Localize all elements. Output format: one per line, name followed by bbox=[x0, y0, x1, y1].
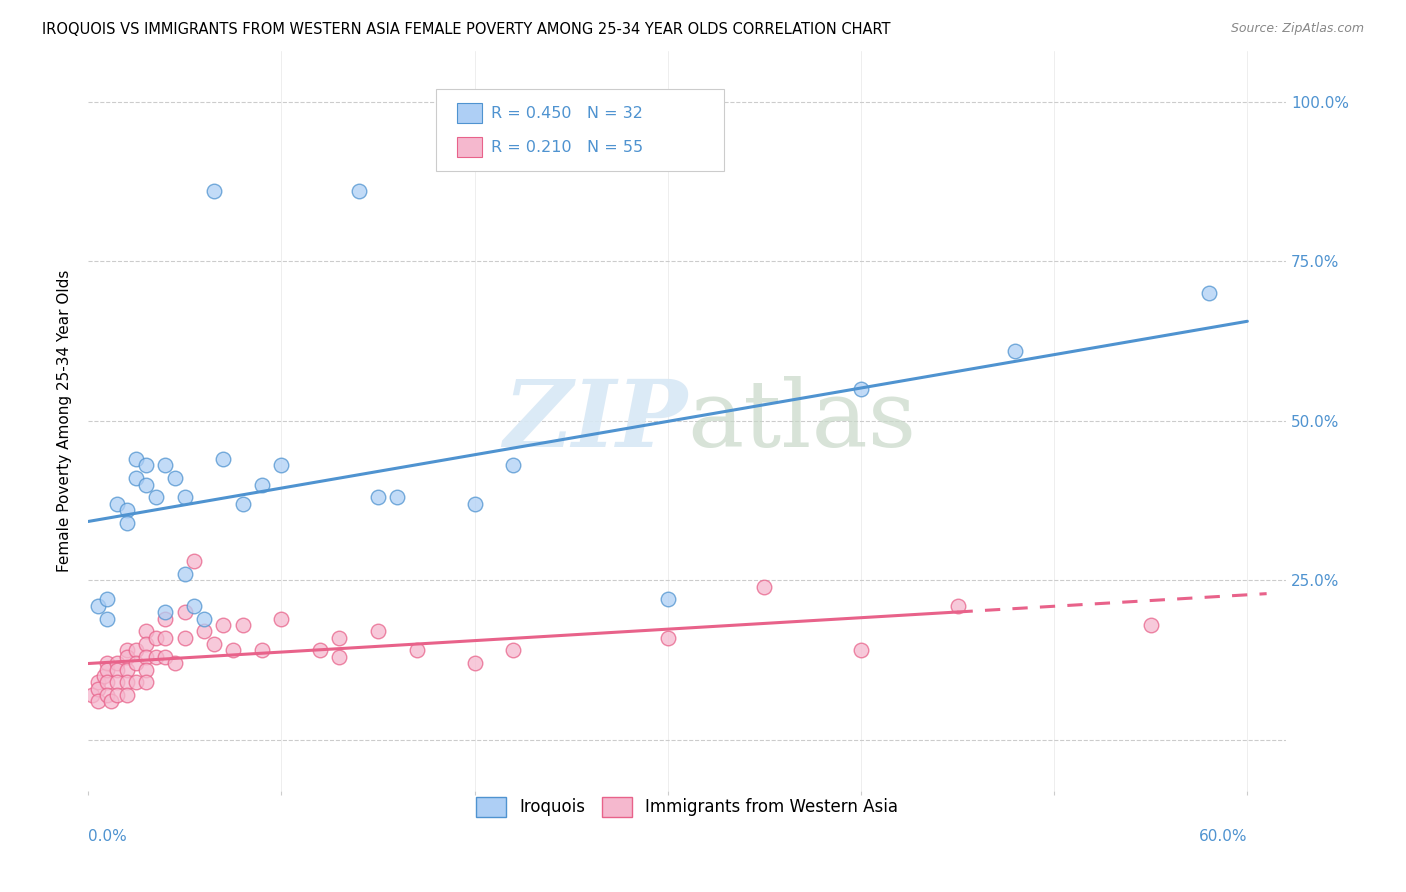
Point bbox=[125, 656, 148, 670]
Point bbox=[105, 688, 128, 702]
Point bbox=[387, 491, 409, 505]
Text: R = 0.210   N = 55: R = 0.210 N = 55 bbox=[491, 140, 643, 154]
Text: atlas: atlas bbox=[688, 376, 917, 466]
Point bbox=[502, 643, 524, 657]
Point bbox=[946, 599, 969, 613]
Point bbox=[87, 599, 110, 613]
Point bbox=[250, 477, 273, 491]
Point bbox=[657, 592, 679, 607]
Point bbox=[115, 503, 138, 517]
Point bbox=[96, 592, 118, 607]
Point bbox=[87, 694, 110, 708]
Point bbox=[115, 643, 138, 657]
Point bbox=[115, 649, 138, 664]
Point bbox=[464, 497, 486, 511]
Point bbox=[1139, 618, 1161, 632]
Text: 0.0%: 0.0% bbox=[89, 829, 127, 844]
Point bbox=[155, 611, 177, 625]
Point bbox=[105, 675, 128, 690]
Y-axis label: Female Poverty Among 25-34 Year Olds: Female Poverty Among 25-34 Year Olds bbox=[58, 269, 72, 572]
Point bbox=[96, 611, 118, 625]
Point bbox=[193, 624, 215, 639]
Point bbox=[232, 497, 254, 511]
Point bbox=[155, 649, 177, 664]
Point bbox=[125, 675, 148, 690]
Point bbox=[347, 184, 370, 198]
Point bbox=[96, 656, 118, 670]
Point bbox=[87, 681, 110, 696]
Point bbox=[155, 631, 177, 645]
Point bbox=[250, 643, 273, 657]
Point bbox=[328, 649, 350, 664]
Point bbox=[232, 618, 254, 632]
Legend: Iroquois, Immigrants from Western Asia: Iroquois, Immigrants from Western Asia bbox=[470, 790, 905, 823]
Point bbox=[183, 554, 205, 568]
Point bbox=[173, 491, 195, 505]
Text: 60.0%: 60.0% bbox=[1199, 829, 1247, 844]
Point bbox=[115, 516, 138, 530]
Point bbox=[1004, 343, 1026, 358]
Point bbox=[183, 599, 205, 613]
Point bbox=[173, 605, 195, 619]
Point bbox=[212, 618, 235, 632]
Point bbox=[657, 631, 679, 645]
Point bbox=[135, 637, 157, 651]
Point bbox=[367, 624, 389, 639]
Text: R = 0.450   N = 32: R = 0.450 N = 32 bbox=[491, 106, 643, 120]
Point bbox=[193, 611, 215, 625]
Point bbox=[165, 656, 187, 670]
Point bbox=[125, 452, 148, 467]
Point bbox=[145, 631, 167, 645]
Point bbox=[100, 694, 122, 708]
Point bbox=[87, 675, 110, 690]
Point bbox=[155, 605, 177, 619]
Point bbox=[173, 631, 195, 645]
Point bbox=[202, 184, 225, 198]
Point bbox=[367, 491, 389, 505]
Point bbox=[1198, 286, 1220, 301]
Point bbox=[135, 624, 157, 639]
Point bbox=[165, 471, 187, 485]
Point bbox=[270, 458, 292, 473]
Point bbox=[222, 643, 245, 657]
Point bbox=[115, 688, 138, 702]
Point bbox=[135, 663, 157, 677]
Point bbox=[202, 637, 225, 651]
Point bbox=[125, 471, 148, 485]
Point bbox=[105, 663, 128, 677]
Point bbox=[464, 656, 486, 670]
Point bbox=[145, 491, 167, 505]
Text: Source: ZipAtlas.com: Source: ZipAtlas.com bbox=[1230, 22, 1364, 36]
Point bbox=[212, 452, 235, 467]
Point bbox=[155, 458, 177, 473]
Point bbox=[145, 649, 167, 664]
Point bbox=[135, 675, 157, 690]
Point bbox=[328, 631, 350, 645]
Point bbox=[502, 458, 524, 473]
Point bbox=[849, 643, 872, 657]
Point bbox=[405, 643, 427, 657]
Point bbox=[173, 566, 195, 581]
Point bbox=[96, 675, 118, 690]
Point bbox=[96, 688, 118, 702]
Point bbox=[115, 675, 138, 690]
Text: IROQUOIS VS IMMIGRANTS FROM WESTERN ASIA FEMALE POVERTY AMONG 25-34 YEAR OLDS CO: IROQUOIS VS IMMIGRANTS FROM WESTERN ASIA… bbox=[42, 22, 890, 37]
Point bbox=[135, 458, 157, 473]
Point bbox=[849, 382, 872, 396]
Point bbox=[80, 688, 103, 702]
Point bbox=[125, 643, 148, 657]
Point bbox=[105, 497, 128, 511]
Point bbox=[93, 669, 115, 683]
Point bbox=[270, 611, 292, 625]
Point bbox=[115, 663, 138, 677]
Point bbox=[135, 477, 157, 491]
Point bbox=[309, 643, 332, 657]
Point bbox=[96, 663, 118, 677]
Point bbox=[105, 656, 128, 670]
Point bbox=[754, 580, 776, 594]
Point bbox=[135, 649, 157, 664]
Text: ZIP: ZIP bbox=[503, 376, 688, 466]
